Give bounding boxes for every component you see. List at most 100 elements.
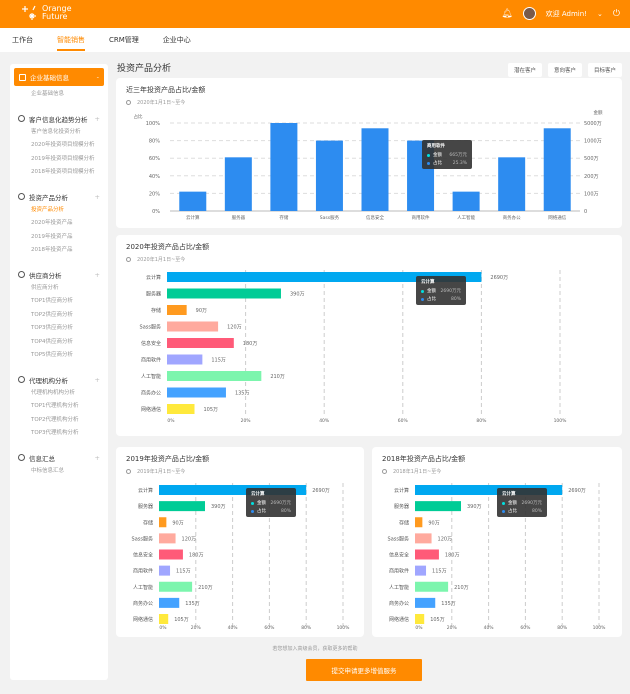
sidebar-subitem[interactable]: TOP1供应商分析 (31, 298, 74, 304)
bar[interactable] (167, 338, 234, 348)
sidebar-subitem[interactable]: TOP3供应商分析 (31, 325, 74, 331)
sidebar-subitem[interactable]: 代理机构机构分析 (31, 389, 76, 396)
bar[interactable] (415, 581, 449, 592)
nav-tab[interactable]: CRM管理 (109, 36, 139, 44)
expand-icon[interactable]: + (94, 375, 100, 384)
bar[interactable] (159, 485, 307, 495)
bar[interactable] (415, 614, 425, 624)
sidebar-subitem[interactable]: 供应商分析 (31, 284, 59, 291)
expand-icon[interactable]: + (94, 192, 100, 201)
bar[interactable] (415, 485, 563, 495)
bar[interactable] (159, 581, 193, 592)
bar[interactable] (159, 565, 171, 576)
submit-service-button[interactable]: 提交申请更多增值服务 (306, 659, 422, 681)
sidebar-subitem[interactable]: 2018年投资产品 (31, 247, 73, 253)
x-tick-label: 60% (520, 625, 531, 631)
expand-icon[interactable]: + (94, 270, 100, 279)
intended-customers-button[interactable]: 意向客户 (547, 63, 582, 77)
building-icon (19, 73, 26, 81)
sidebar-subitem[interactable]: TOP5供应商分析 (31, 352, 74, 358)
date-range: 2020年1月1日~至今 (137, 100, 186, 106)
bar[interactable] (167, 272, 482, 282)
y-tick-label: 存储 (143, 519, 153, 526)
bar[interactable] (361, 128, 389, 211)
bar[interactable] (415, 565, 427, 576)
chart-icon (18, 115, 25, 122)
nav-tab[interactable]: 企业中心 (162, 36, 191, 44)
chevron-down-icon[interactable]: ⌄ (597, 9, 603, 18)
bar[interactable] (159, 614, 169, 624)
sidebar-subitem[interactable]: TOP3代理机构分析 (31, 430, 79, 436)
bar[interactable] (159, 549, 183, 560)
data-label: 90万 (172, 520, 183, 526)
bar[interactable] (167, 288, 281, 299)
bar[interactable] (167, 404, 195, 414)
sidebar-group[interactable]: 代理机构分析 + (10, 373, 108, 387)
sidebar-group-label: 客户信息化趋势分析 (29, 115, 88, 124)
bar[interactable] (224, 157, 252, 211)
bar[interactable] (159, 533, 176, 544)
date-range: 2019年1月1日~至今 (137, 469, 186, 475)
bar[interactable] (415, 597, 436, 608)
date-range: 2020年1月1日~至今 (137, 257, 186, 263)
welcome-text[interactable]: 欢迎 Admin! (545, 9, 587, 18)
sidebar-group[interactable]: 信息汇总 + (10, 451, 108, 465)
bar[interactable] (415, 533, 432, 544)
bar[interactable] (159, 517, 167, 528)
expand-icon[interactable]: + (94, 114, 100, 123)
bar[interactable] (415, 501, 461, 512)
sidebar-subitem[interactable]: 企业基础信息 (31, 91, 65, 97)
target-customers-button[interactable]: 目标客户 (587, 63, 622, 77)
collapse-icon[interactable]: - (96, 73, 99, 81)
bar[interactable] (167, 371, 262, 381)
sidebar-group[interactable]: 投资产品分析 + (10, 190, 108, 204)
bar[interactable] (159, 597, 180, 608)
sidebar-subitem[interactable]: TOP2代理机构分析 (31, 416, 79, 423)
sidebar-subitem[interactable]: TOP2供应商分析 (31, 311, 74, 318)
nav-tab[interactable]: 工作台 (12, 36, 33, 44)
bar[interactable] (315, 140, 343, 211)
sidebar-subitem[interactable]: 2020年投资项目规模分析 (31, 142, 95, 148)
sidebar-subitem[interactable]: TOP4供应商分析 (31, 338, 74, 345)
nav-tab[interactable]: 智能销售 (45, 28, 97, 52)
tooltip-value: 2690万元 (440, 289, 461, 294)
expand-icon[interactable]: + (94, 453, 100, 462)
chart-card-2018: 2018年投资产品占比/金额 2018年1月1日~至今 0% 20% 40% 60% 80%… (372, 447, 622, 637)
bar[interactable] (498, 157, 526, 211)
bar[interactable] (270, 123, 298, 211)
sidebar-subitem[interactable]: 客户信息化投资分析 (31, 128, 81, 135)
sidebar-subitem[interactable]: 中标信息汇总 (31, 467, 65, 474)
bell-icon[interactable]: 🔔︎ (501, 8, 513, 19)
bar[interactable] (167, 387, 226, 398)
x-tick-label: 80% (557, 625, 568, 631)
sidebar-subitem[interactable]: 2018年投资项目规模分析 (31, 169, 95, 175)
sidebar-head[interactable]: 企业基础信息 - (14, 68, 104, 86)
bar[interactable] (415, 517, 423, 528)
chart-date: 2020年1月1日~至今 (126, 256, 185, 263)
bar[interactable] (159, 501, 205, 512)
sidebar-subitem[interactable]: 2019年投资产品 (31, 233, 73, 240)
logo[interactable]: Orange Future (20, 5, 72, 21)
power-icon[interactable]: ⏻ (612, 8, 620, 19)
legend-dot (427, 153, 430, 157)
sidebar-group[interactable]: 供应商分析 + (10, 268, 108, 282)
sidebar-group[interactable]: 客户信息化趋势分析 + (10, 112, 108, 126)
sidebar-subitem[interactable]: TOP1代理机构分析 (31, 403, 79, 409)
y-tick-label: 存储 (151, 307, 161, 314)
y-tick-label: 信息安全 (133, 552, 153, 559)
bar[interactable] (415, 549, 439, 560)
potential-customers-button[interactable]: 潜在客户 (507, 63, 542, 77)
bar[interactable] (167, 321, 219, 332)
data-label: 90万 (196, 308, 207, 314)
sidebar-subitem[interactable]: 2020年投资产品 (31, 220, 73, 226)
sidebar-subitem[interactable]: 2019年投资项目规模分析 (31, 155, 95, 162)
bar[interactable] (452, 191, 480, 211)
tooltip-label: 占比 (427, 297, 436, 302)
sidebar-subitem[interactable]: 投资产品分析 (31, 206, 65, 213)
avatar[interactable] (522, 7, 536, 20)
bar[interactable] (167, 305, 187, 315)
y-tick-label: Sass服务 (132, 535, 153, 542)
bar[interactable] (543, 128, 571, 211)
bar[interactable] (167, 354, 203, 365)
bar[interactable] (179, 191, 207, 211)
